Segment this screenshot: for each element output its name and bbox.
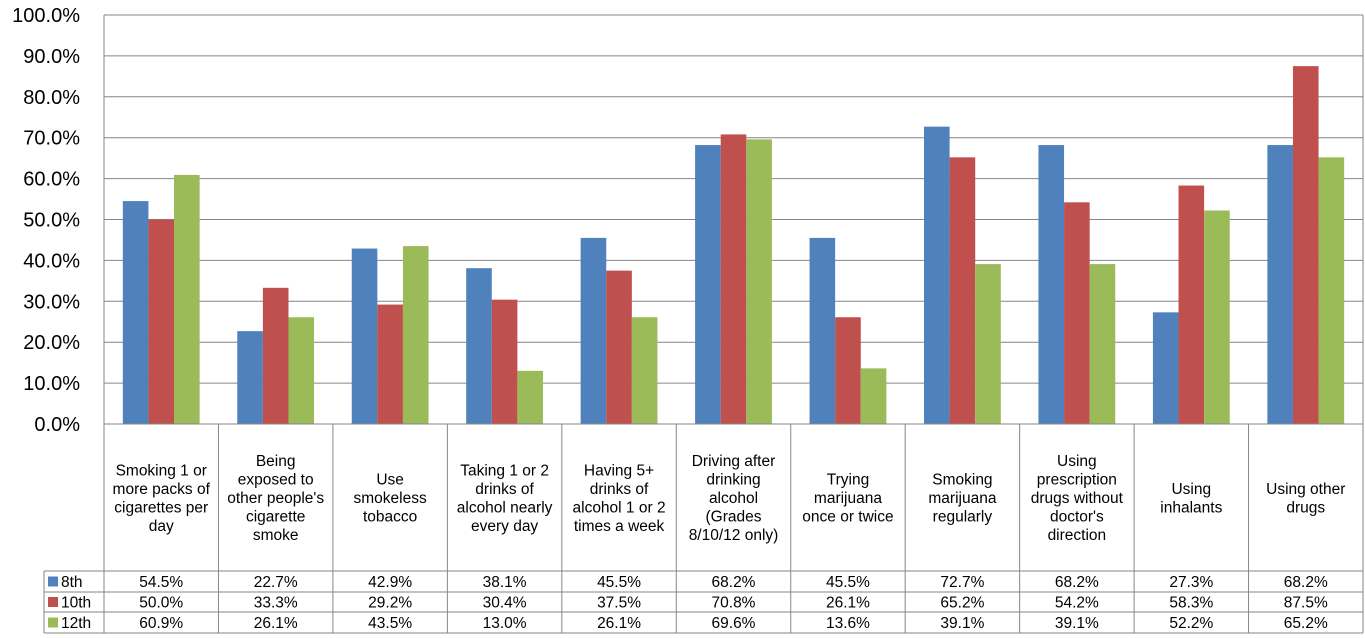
- bar-10th-5: [606, 270, 632, 424]
- table-cell: 29.2%: [368, 595, 412, 612]
- bar-8th-11: [1267, 145, 1293, 424]
- bar-8th-7: [809, 237, 836, 424]
- bar-12th-7: [860, 368, 887, 424]
- table-cell: 58.3%: [1169, 595, 1213, 612]
- bar-10th-8: [949, 157, 976, 424]
- bar-12th-11: [1318, 157, 1345, 424]
- y-tick-label: 60.0%: [23, 169, 80, 191]
- table-cell: 54.5%: [139, 574, 183, 591]
- bar-12th-3: [402, 246, 429, 424]
- table-cell: 52.2%: [1169, 615, 1213, 632]
- bar-10th-10: [1178, 185, 1205, 424]
- bar-8th-8: [924, 126, 950, 425]
- category-label: Being exposed to other people's cigarette sm…: [227, 453, 324, 544]
- bar-12th-9: [1089, 264, 1116, 424]
- table-cell: 26.1%: [826, 595, 870, 612]
- category-label: Trying marijuana once or twice: [802, 472, 893, 526]
- category-label: Driving after drinking alcohol (Grades 8/10/…: [689, 453, 779, 544]
- category-label: Having 5+ drinks of alcohol 1 or 2 times a …: [573, 462, 666, 535]
- table-cell: 39.1%: [940, 615, 984, 632]
- y-tick-label: 20.0%: [23, 332, 80, 354]
- table-cell: 68.2%: [1284, 574, 1328, 591]
- y-tick-label: 30.0%: [23, 291, 80, 313]
- bar-12th-1: [174, 174, 200, 424]
- bar-12th-4: [517, 370, 543, 424]
- y-tick-label: 80.0%: [23, 87, 80, 109]
- bar-8th-6: [695, 145, 721, 424]
- table-cell: 22.7%: [254, 574, 298, 591]
- series-name: 12th: [61, 615, 91, 632]
- table-cell: 65.2%: [1284, 615, 1328, 632]
- data-table: Smoking 1 or more packs of cigarettes per d…: [43, 15, 1364, 634]
- table-cell: 26.1%: [254, 615, 298, 632]
- category-label: Smoking marijuana regularly: [928, 472, 996, 526]
- bar-10th-4: [491, 299, 518, 424]
- bar-12th-8: [975, 264, 1001, 424]
- table-cell: 50.0%: [139, 595, 183, 612]
- y-axis: 0.0% 10.0% 20.0% 30.0% 40.0% 50.0% 60.0% 70.0% 8…: [12, 5, 80, 436]
- table-cell: 65.2%: [940, 595, 984, 612]
- bar-8th-4: [466, 268, 492, 424]
- bar-8th-9: [1038, 145, 1065, 424]
- series-name: 8th: [61, 574, 83, 591]
- table-cell: 72.7%: [940, 574, 984, 591]
- table-cell: 42.9%: [368, 574, 412, 591]
- bar-8th-10: [1152, 312, 1179, 424]
- bar-10th-2: [262, 287, 289, 424]
- y-tick-label: 10.0%: [23, 373, 80, 395]
- table-cell: 13.6%: [826, 615, 870, 632]
- table-cell: 13.0%: [483, 615, 527, 632]
- table-cell: 69.6%: [712, 615, 756, 632]
- category-label: Smoking 1 or more packs of cigarettes per d…: [113, 462, 211, 535]
- table-cell: 60.9%: [139, 615, 183, 632]
- bar-10th-6: [720, 134, 747, 425]
- legend-key-8th: [48, 576, 58, 587]
- table-cell: 27.3%: [1169, 574, 1213, 591]
- bar-10th-9: [1064, 202, 1090, 424]
- table-cell: 37.5%: [597, 595, 641, 612]
- table-cell: 33.3%: [254, 595, 298, 612]
- y-tick-label: 0.0%: [34, 414, 80, 436]
- table-cell: 54.2%: [1055, 595, 1099, 612]
- category-label: Using other drugs: [1266, 481, 1345, 517]
- bar-10th-7: [835, 317, 861, 424]
- bar-8th-2: [237, 331, 263, 424]
- category-label: Using prescription drugs without doctor's di…: [1031, 453, 1124, 544]
- bar-10th-11: [1292, 66, 1319, 424]
- bar-8th-3: [351, 248, 378, 424]
- bar-10th-1: [148, 219, 175, 424]
- table-cell: 70.8%: [712, 595, 756, 612]
- bar-12th-5: [631, 317, 658, 424]
- table-cell: 45.5%: [597, 574, 641, 591]
- bar-10th-3: [377, 304, 403, 424]
- category-label: Taking 1 or 2 drinks of alcohol nearly ever…: [457, 462, 553, 535]
- bar-12th-10: [1204, 210, 1230, 424]
- bar-8th-5: [580, 237, 607, 424]
- table-cell: 30.4%: [483, 595, 527, 612]
- table-cell: 68.2%: [1055, 574, 1099, 591]
- y-tick-label: 50.0%: [23, 210, 80, 232]
- bar-12th-2: [288, 317, 315, 424]
- table-cell: 26.1%: [597, 615, 641, 632]
- table-cell: 45.5%: [826, 574, 870, 591]
- bars: [122, 66, 1345, 425]
- y-tick-label: 100.0%: [12, 5, 80, 27]
- table-cell: 68.2%: [712, 574, 756, 591]
- legend-key-12th: [48, 617, 58, 628]
- y-tick-label: 40.0%: [23, 250, 80, 272]
- table-cell: 39.1%: [1055, 615, 1099, 632]
- series-name: 10th: [61, 595, 91, 612]
- category-label: Using inhalants: [1160, 481, 1222, 517]
- table-cell: 38.1%: [483, 574, 527, 591]
- category-label: Use smokeless tobacco: [354, 472, 427, 526]
- legend-key-10th: [48, 597, 58, 607]
- bar-12th-6: [746, 139, 772, 424]
- table-cell: 87.5%: [1284, 595, 1328, 612]
- table-cell: 43.5%: [368, 615, 412, 632]
- y-tick-label: 90.0%: [23, 46, 80, 68]
- bar-8th-1: [122, 201, 149, 424]
- y-tick-label: 70.0%: [23, 128, 80, 150]
